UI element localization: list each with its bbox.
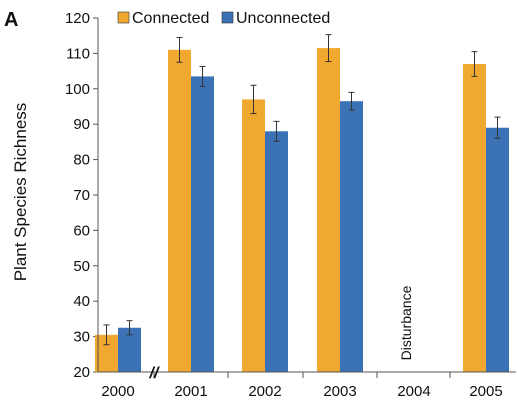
x-tick-label: 2004: [397, 383, 430, 400]
x-tick-label: 2002: [248, 383, 281, 400]
legend-swatch-connected: [117, 11, 130, 24]
bar-connected-2001: [168, 49, 191, 373]
y-tick-label: 50: [73, 258, 90, 275]
axis-break-mark: //: [149, 365, 160, 382]
y-tick-label: 110: [66, 45, 90, 62]
y-tick-label: 90: [73, 116, 90, 133]
y-tick-label: 70: [73, 187, 90, 204]
x-tick-label: 2000: [101, 383, 134, 400]
x-tick-label: 2003: [323, 383, 356, 400]
legend-label-unconnected: Unconnected: [236, 10, 330, 27]
bar-series: [95, 34, 509, 373]
annotations: Disturbance: [398, 285, 414, 360]
bar-connected-2003: [317, 48, 340, 373]
legend-swatch-unconnected: [221, 11, 234, 24]
annotation-disturbance: Disturbance: [398, 285, 414, 360]
bar-connected-2000: [95, 334, 118, 372]
y-axis-label: Plant Species Richness: [11, 103, 30, 282]
y-tick-label: 60: [73, 222, 90, 239]
x-tick-label: 2001: [174, 383, 207, 400]
y-tick-label: 20: [73, 364, 90, 381]
panel-letter: A: [4, 9, 18, 31]
bar-unconnected-2002: [265, 131, 288, 372]
bar-connected-2002: [242, 99, 265, 373]
y-tick-label: 80: [73, 152, 90, 169]
bar-unconnected-2003: [340, 101, 363, 372]
x-axis-ticks: 2000 2001 2002 2003 2004 2005: [101, 372, 503, 400]
y-axis-ticks: 20 30 40 50 60 70 80 90 100 110 120: [65, 10, 98, 381]
y-tick-label: 30: [73, 329, 90, 346]
bar-unconnected-2001: [191, 76, 214, 372]
bar-connected-2005: [463, 64, 486, 373]
legend: Connected Unconnected: [117, 10, 330, 27]
x-tick-label: 2005: [469, 383, 502, 400]
y-tick-label: 100: [65, 81, 90, 98]
legend-label-connected: Connected: [132, 10, 209, 27]
y-tick-label: 40: [73, 293, 90, 310]
bar-unconnected-2005: [486, 127, 509, 373]
bar-unconnected-2000: [118, 327, 141, 372]
y-tick-label: 120: [65, 10, 90, 27]
